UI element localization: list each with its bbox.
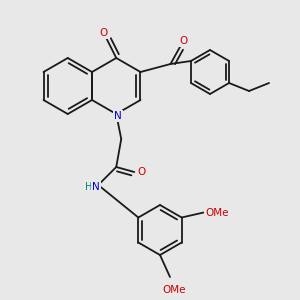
Text: N: N (114, 111, 122, 121)
Text: OMe: OMe (205, 208, 228, 218)
Text: N: N (92, 182, 100, 192)
Text: O: O (137, 167, 146, 177)
Text: OMe: OMe (162, 285, 186, 295)
Text: H: H (85, 182, 92, 192)
Text: O: O (179, 36, 188, 46)
Text: O: O (99, 28, 107, 38)
